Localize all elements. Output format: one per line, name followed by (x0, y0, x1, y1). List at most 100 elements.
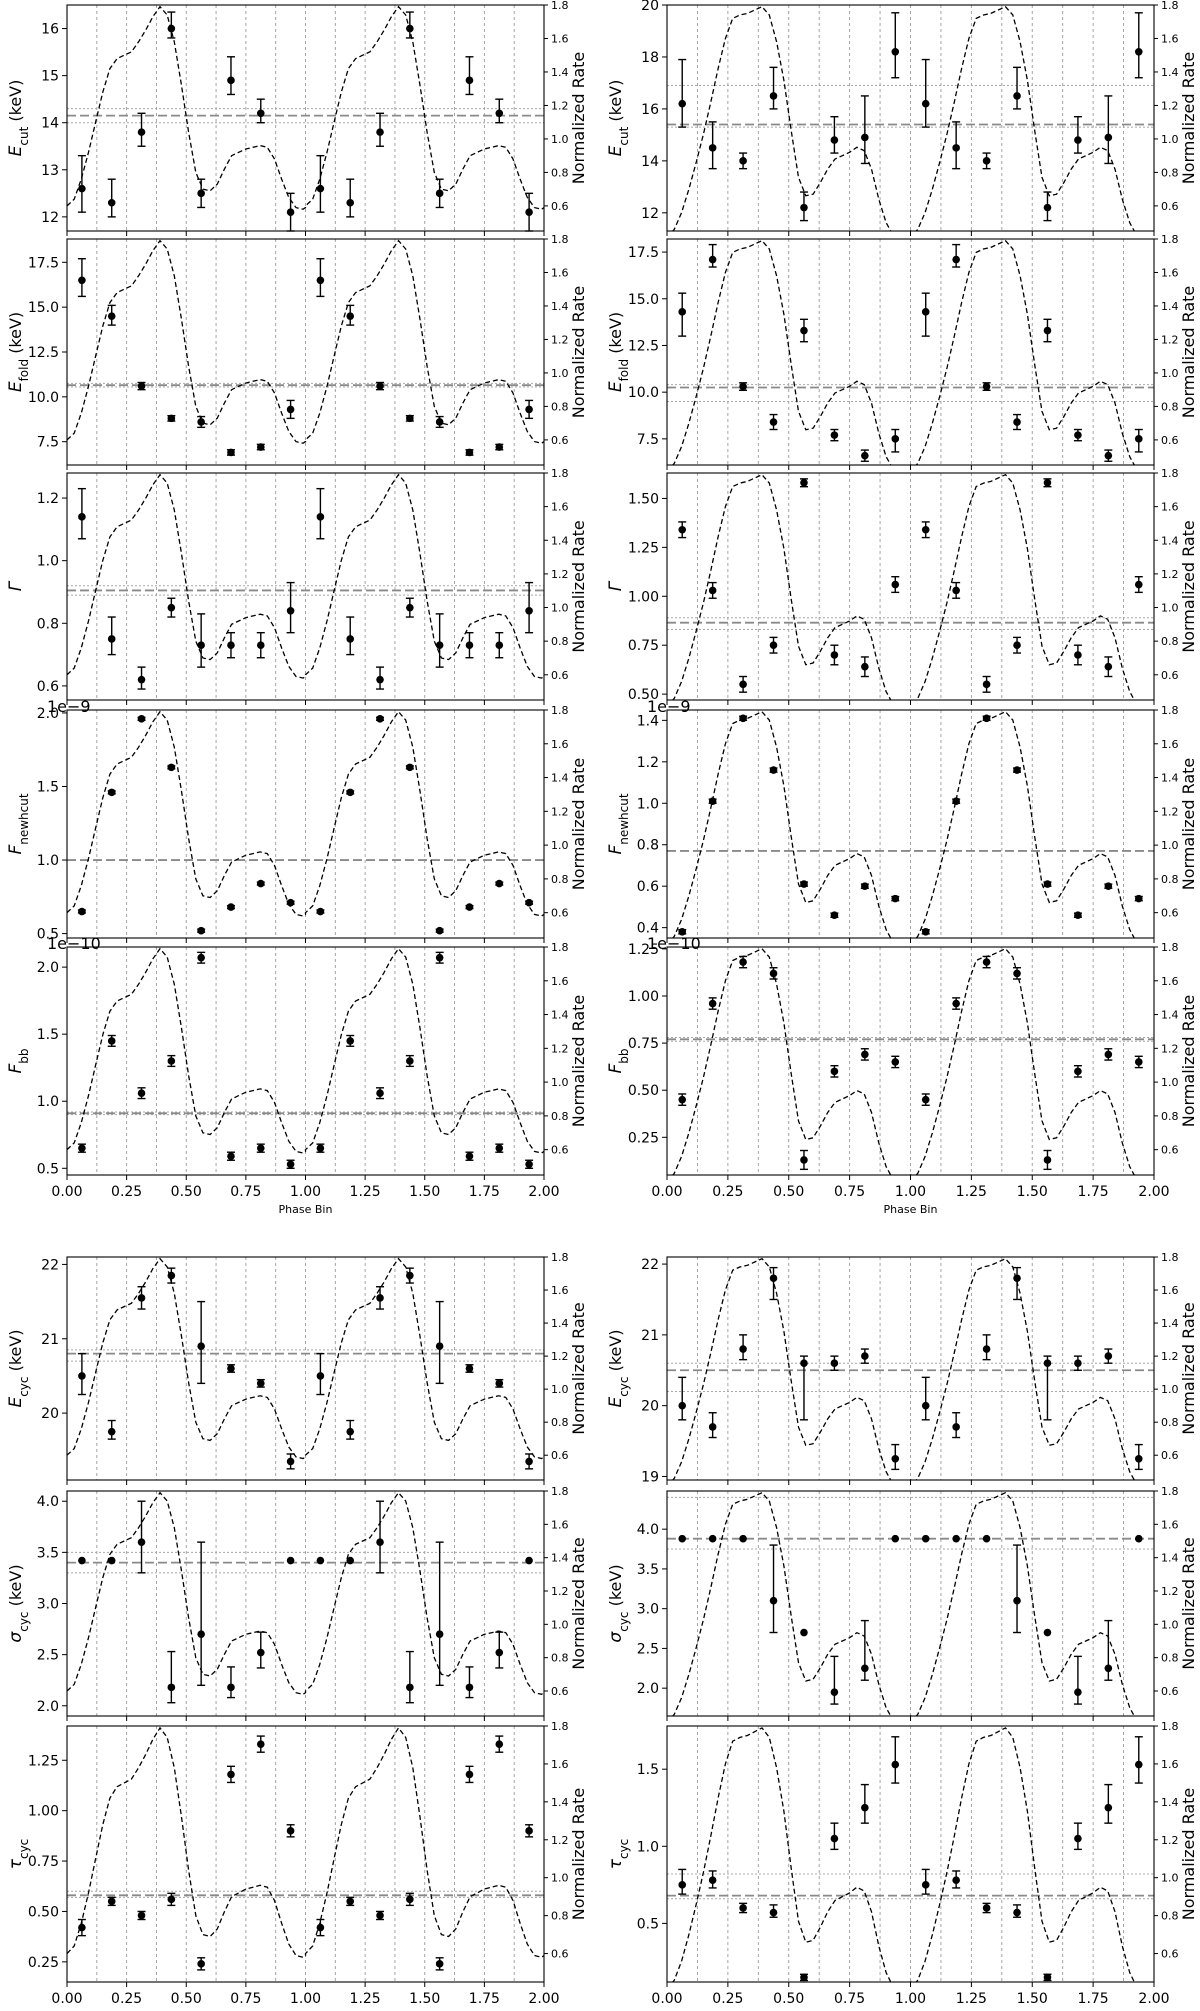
data-point (286, 405, 295, 414)
data-point (495, 109, 504, 118)
y-tick-label: 0.8 (37, 616, 59, 632)
data-point (800, 880, 808, 888)
panel-cyc-τ-12: 0.25 0.50 0.75 1.00 1.25 0.6 0.8 1.0 1.2 1.4 1.6 1.… (6, 1720, 588, 2011)
data-point (465, 641, 474, 650)
data-point (525, 898, 533, 907)
y-axis-label: Ecut (keV) (606, 80, 631, 157)
data-point (316, 1556, 325, 1565)
data-point (495, 443, 504, 451)
y-tick-label: 1.00 (628, 989, 659, 1005)
data-point (1074, 651, 1082, 659)
data-point (739, 958, 747, 966)
data-point (227, 641, 235, 650)
data-point (316, 1372, 325, 1380)
data-point (678, 1401, 687, 1410)
data-point (708, 144, 717, 152)
y2-tick-label: 1.6 (1161, 501, 1179, 514)
y-axis-label: Ecut (keV) (6, 80, 31, 157)
data-point (830, 911, 839, 919)
data-point (316, 907, 325, 916)
y2-tick-label: 0.6 (1161, 434, 1179, 447)
data-point (921, 1881, 930, 1889)
y2-tick-label: 1.0 (551, 602, 569, 615)
y2-tick-label: 0.6 (551, 434, 569, 447)
y2-tick-label: 0.6 (1161, 1449, 1179, 1462)
data-point (861, 133, 869, 142)
y2-tick-label: 1.6 (1161, 1758, 1179, 1771)
pulse-profile-curve (671, 947, 1154, 1175)
y-tick-label: 14 (641, 154, 659, 170)
y-tick-label: 2.0 (37, 1699, 59, 1715)
data-point (1134, 47, 1143, 56)
data-point (107, 1897, 116, 1906)
y2-axis-label: Normalized Rate (1179, 758, 1198, 891)
y-axis-label: Ecyc (keV) (606, 1329, 631, 1407)
data-point (861, 1050, 869, 1059)
data-point (346, 635, 355, 643)
x-tick-label: 1.50 (1017, 1184, 1048, 1200)
y2-tick-label: 1.0 (1161, 1383, 1179, 1396)
data-point (525, 1160, 533, 1169)
data-point (465, 1152, 474, 1161)
data-point (891, 47, 900, 56)
x-tick-label: 1.75 (1078, 1184, 1109, 1200)
data-point (167, 763, 176, 772)
axis-offset-label: 1e−10 (647, 934, 701, 953)
data-point (227, 903, 235, 911)
data-point (769, 418, 778, 426)
data-point (316, 1923, 325, 1932)
data-point (525, 1556, 533, 1565)
data-point (1013, 92, 1021, 100)
data-point (525, 405, 533, 414)
x-tick-label: 0.25 (111, 1184, 142, 1200)
data-point (861, 451, 869, 460)
data-point (1043, 1156, 1052, 1164)
data-point (952, 586, 960, 595)
data-point (346, 198, 355, 207)
data-point (1134, 1534, 1143, 1543)
data-point (800, 1156, 808, 1164)
y2-tick-label: 0.6 (551, 1685, 569, 1698)
y-tick-label: 3.0 (37, 1597, 59, 1613)
data-point (678, 927, 687, 936)
y2-tick-label: 1.4 (1161, 1317, 1179, 1330)
data-point (197, 926, 205, 935)
x-tick-label: 2.00 (1138, 1991, 1169, 2007)
y2-tick-label: 0.6 (1161, 1948, 1179, 1961)
y2-tick-label: 0.6 (551, 200, 569, 213)
data-point (465, 76, 474, 85)
data-point (1134, 1760, 1143, 1769)
y2-tick-label: 1.8 (551, 1251, 569, 1264)
y-tick-label: 19 (641, 1469, 659, 1485)
y2-tick-label: 1.2 (1161, 1834, 1179, 1847)
data-point (376, 1538, 384, 1546)
data-point (465, 448, 474, 457)
data-point (346, 788, 355, 797)
y2-tick-label: 1.2 (1161, 1585, 1179, 1598)
panel-bb-F-9: 0.25 0.50 0.75 1.00 1.25 0.6 0.8 1.0 1.2 1.4 1.6 1.… (606, 934, 1198, 1216)
y2-tick-label: 1.8 (551, 941, 569, 954)
data-point (376, 1089, 384, 1097)
data-point (830, 651, 839, 659)
x-tick-label: 1.25 (956, 1184, 987, 1200)
data-point (1074, 1834, 1082, 1843)
y2-tick-label: 1.2 (1161, 568, 1179, 581)
y2-tick-label: 1.4 (1161, 1552, 1179, 1565)
y2-axis-label: Normalized Rate (1179, 52, 1198, 185)
data-point (78, 1372, 86, 1380)
y2-tick-label: 1.8 (1161, 0, 1179, 12)
data-point (78, 907, 86, 916)
data-point (465, 1683, 474, 1692)
data-point (107, 1037, 116, 1045)
y2-tick-label: 1.0 (1161, 367, 1179, 380)
y-tick-label: 2.0 (37, 706, 59, 722)
y2-tick-label: 1.0 (1161, 839, 1179, 852)
data-point (891, 580, 900, 589)
y2-tick-label: 1.4 (551, 300, 569, 313)
data-point (678, 1095, 687, 1104)
data-point (1043, 1973, 1052, 1982)
y2-tick-label: 1.4 (1161, 1009, 1179, 1022)
data-point (1104, 662, 1113, 671)
y-tick-label: 1.0 (637, 1839, 659, 1855)
data-point (376, 675, 384, 684)
